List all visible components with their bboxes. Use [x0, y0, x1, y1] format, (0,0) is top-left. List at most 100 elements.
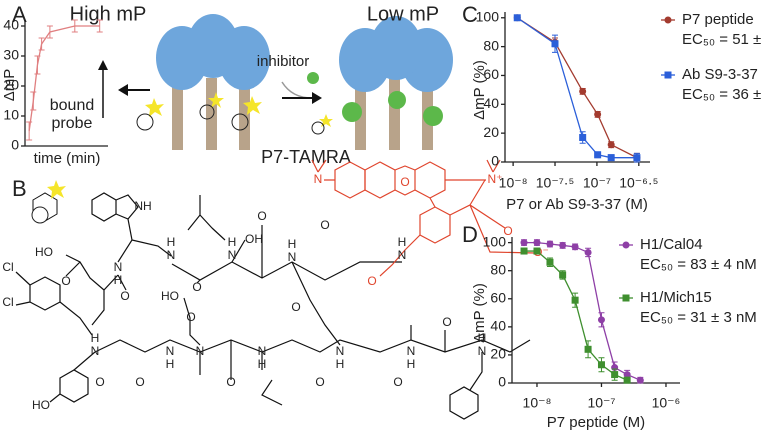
atom-label: O — [61, 274, 70, 288]
low-label: Low mP — [367, 3, 439, 25]
atom-label: HO — [32, 398, 50, 412]
point — [607, 154, 615, 162]
head — [187, 14, 239, 78]
x-axis-label: P7 peptide (M) — [547, 414, 645, 431]
probe-star — [47, 180, 66, 199]
bound-probe-label: probe — [52, 115, 93, 132]
error-bar — [26, 121, 33, 141]
point — [623, 376, 631, 384]
legend-marker — [664, 71, 672, 79]
atom-label: H — [478, 331, 487, 345]
y-tick-label: 0 — [11, 137, 19, 153]
schematic: High mP Low mP inhibitor bound probe P7-… — [50, 3, 453, 167]
atom-label: H — [166, 357, 175, 371]
atom-label: N — [166, 344, 175, 358]
inhibitor-dot — [307, 72, 319, 84]
stem — [239, 82, 250, 150]
atom-label: N — [167, 248, 176, 262]
probe-ring — [311, 121, 325, 135]
y-tick-label: 100 — [483, 233, 507, 249]
atom-label: N — [258, 344, 267, 358]
legend-label: P7 peptide — [682, 11, 754, 28]
atom-label: N — [196, 344, 205, 358]
probe-star — [208, 92, 224, 108]
error-bar — [96, 19, 103, 33]
y-tick-label: 40 — [483, 95, 499, 111]
point — [623, 371, 631, 379]
atom-label: O — [315, 375, 324, 389]
bond — [379, 179, 536, 277]
error-bar — [71, 19, 78, 33]
point — [520, 247, 528, 255]
point — [633, 154, 641, 162]
point — [611, 371, 619, 379]
error-bar — [46, 25, 53, 39]
bond — [49, 325, 483, 406]
y-tick-label: 30 — [3, 47, 19, 63]
atom-label: O — [400, 175, 409, 189]
probe-star — [243, 96, 262, 115]
panel-label: D — [462, 222, 478, 247]
legend-marker — [664, 16, 672, 24]
legend-label: H1/Cal04 — [640, 236, 703, 253]
legend-marker — [622, 294, 630, 302]
atom-label: H — [288, 237, 297, 251]
point — [579, 87, 587, 95]
point — [579, 133, 587, 141]
atom-label: N — [336, 344, 345, 358]
y-tick-label: 0 — [498, 374, 506, 390]
x-tick-label: 10⁻⁶ — [652, 395, 681, 411]
atom-label: NH — [134, 199, 151, 213]
x-axis-label: P7 or Ab S9-3-37 (M) — [506, 196, 648, 213]
atom-label: H — [336, 357, 345, 371]
bond — [183, 195, 226, 346]
atom-label: HO — [35, 245, 53, 259]
atom-label: O — [192, 280, 201, 294]
atom-label: H — [228, 235, 237, 249]
arrowhead — [312, 92, 322, 104]
inhibitor-dot — [388, 91, 406, 109]
panel-label: B — [12, 176, 27, 201]
stem — [172, 82, 183, 150]
y-tick-label: 40 — [490, 318, 506, 334]
bond — [419, 206, 451, 244]
bond — [15, 271, 93, 336]
atom-label: N — [91, 344, 100, 358]
y-tick-label: 100 — [476, 8, 500, 24]
atom-label: N — [288, 250, 297, 264]
probe-ring — [199, 104, 215, 120]
point — [571, 296, 579, 304]
y-axis-label: ΔmP (%) — [471, 283, 488, 343]
structure — [15, 159, 536, 420]
point — [546, 240, 554, 248]
y-tick-label: 80 — [490, 261, 506, 277]
x-tick-label: 10⁻⁷ — [583, 175, 611, 191]
atom-label: O — [367, 274, 376, 288]
legend-marker — [622, 241, 630, 249]
legend-note: EC₅₀ = 31 ± 3 nM — [640, 309, 757, 326]
point — [559, 241, 567, 249]
point — [559, 271, 567, 279]
point — [584, 345, 592, 353]
point — [607, 141, 615, 149]
stem — [389, 78, 400, 150]
point — [546, 258, 554, 266]
atom-label: N — [398, 248, 407, 262]
bond — [414, 161, 446, 199]
point — [551, 40, 559, 48]
point — [636, 376, 644, 384]
atom-label: O — [503, 224, 512, 238]
bond — [364, 161, 396, 199]
y-axis-label: ΔmP — [1, 69, 18, 102]
point — [594, 151, 602, 159]
y-tick-label: 20 — [3, 77, 19, 93]
atom-label: O — [226, 375, 235, 389]
atom-label: Cl — [2, 260, 13, 274]
point — [533, 247, 541, 255]
arrow — [281, 81, 313, 99]
bond — [196, 225, 341, 346]
y-tick-label: 20 — [483, 124, 499, 140]
atom-label: N — [314, 172, 323, 186]
atom-label: Cl — [2, 295, 13, 309]
stem — [206, 78, 217, 150]
